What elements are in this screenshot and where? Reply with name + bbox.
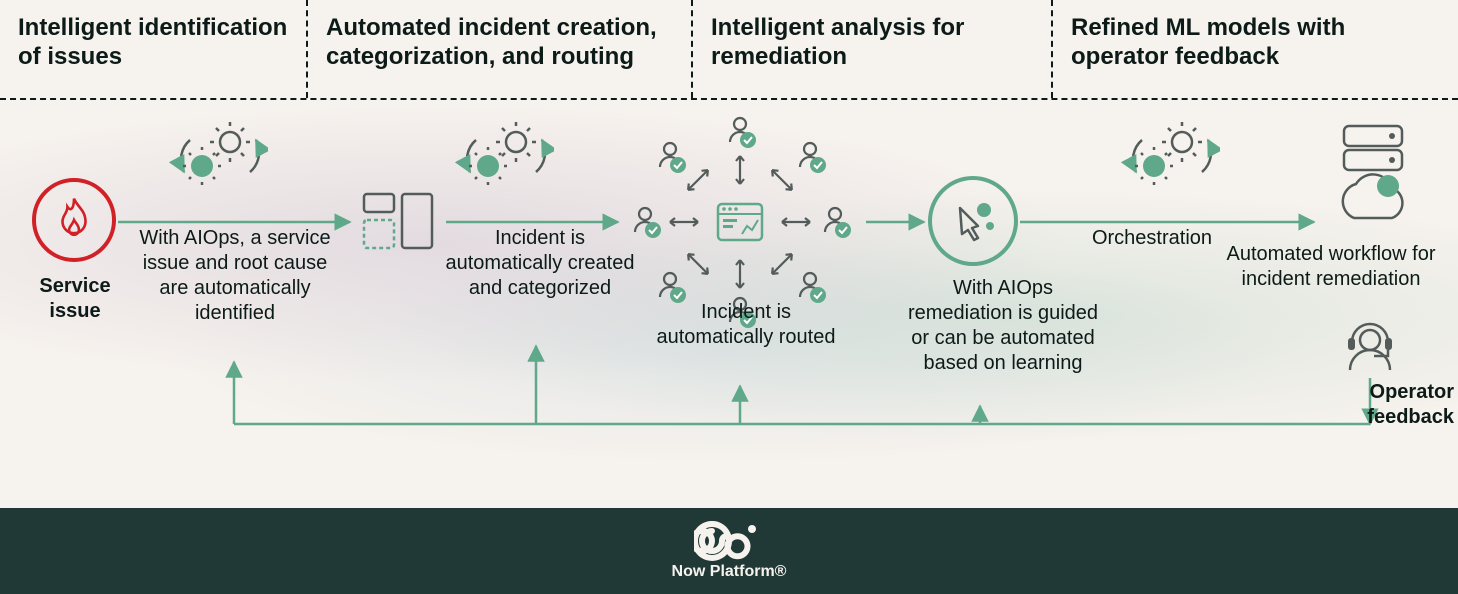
operator-feedback-label: Operator feedback [1278, 380, 1454, 430]
footer: Now Platform® [0, 508, 1458, 594]
automated-workflow-label: Automated workflow for incident remediat… [1216, 242, 1446, 292]
remediation-circle [928, 176, 1018, 266]
click-icon [948, 196, 998, 246]
header-cell-2: Automated incident creation, categorizat… [308, 0, 693, 98]
server-cloud-icon [1326, 122, 1416, 232]
header-cell-3: Intelligent analysis for remediation [693, 0, 1053, 98]
incident-created-label: Incident is automatically created and ca… [440, 226, 640, 301]
header-cell-1: Intelligent identification of issues [0, 0, 308, 98]
flow-layer: Service issue With AIOps, a service issu… [0, 100, 1458, 508]
footer-text: Now Platform® [672, 563, 787, 581]
gears-icon [168, 120, 268, 190]
panel-icon [358, 190, 438, 254]
infinity-dot-logo-icon [694, 521, 764, 561]
gears-icon [1120, 120, 1220, 190]
gears-icon [454, 120, 554, 190]
operator-icon [1338, 320, 1402, 374]
remediation-label: With AIOps remediation is guided or can … [898, 276, 1108, 376]
service-issue-label: Service issue [20, 274, 130, 324]
orchestration-label: Orchestration [1072, 226, 1232, 251]
incident-routed-label: Incident is automatically routed [656, 300, 836, 350]
aiops-identify-label: With AIOps, a service issue and root cau… [130, 226, 340, 326]
flame-icon [54, 197, 94, 243]
header-cell-4: Refined ML models with operator feedback [1053, 0, 1458, 98]
header-row: Intelligent identification of issues Aut… [0, 0, 1458, 100]
service-issue-circle [32, 178, 116, 262]
